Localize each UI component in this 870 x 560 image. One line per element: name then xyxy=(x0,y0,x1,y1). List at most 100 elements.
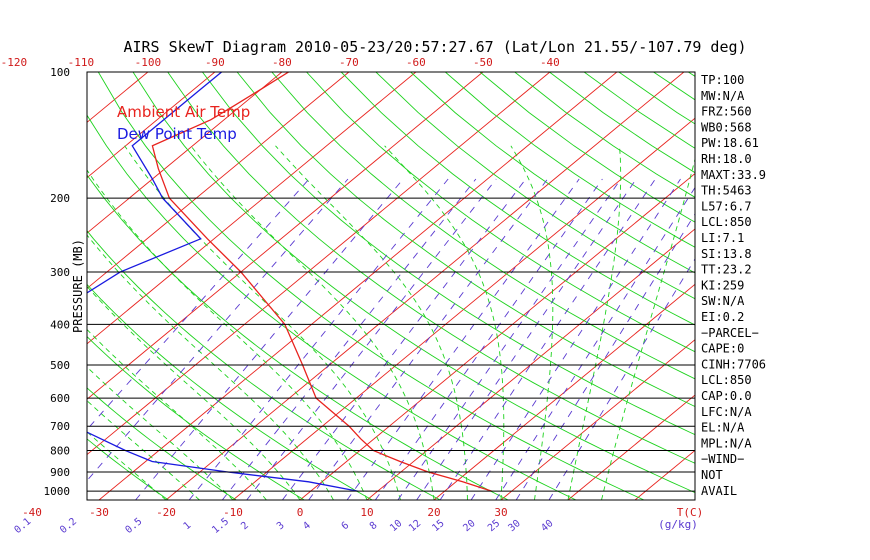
bottom-temp-tick-label: 20 xyxy=(427,506,440,519)
mixing-ratio-label: 25 xyxy=(486,518,502,534)
dry-adiabat-line xyxy=(653,72,695,101)
moist-adiabat-line xyxy=(601,157,695,500)
index-label: CAPE:0 xyxy=(701,342,744,356)
isotherm-line xyxy=(232,117,695,500)
index-label: L57:6.7 xyxy=(701,199,752,213)
index-label: TP:100 xyxy=(701,73,744,87)
mixing-ratio-label: 0.5 xyxy=(124,516,145,536)
mixing-ratio-line xyxy=(439,178,656,500)
pressure-tick-label: 1000 xyxy=(44,485,71,498)
dry-adiabat-line xyxy=(87,438,169,500)
moist-adiabat-line xyxy=(87,285,301,500)
index-label: RH:18.0 xyxy=(701,152,752,166)
dry-adiabat-line xyxy=(87,335,305,500)
mixing-ratio-line xyxy=(87,178,310,431)
isotherm-line xyxy=(87,72,484,400)
top-temp-tick-label: -90 xyxy=(205,56,225,69)
mixing-ratio-label: 12 xyxy=(407,518,423,534)
index-label: AVAIL xyxy=(701,484,737,498)
y-axis-label: PRESSURE (MB) xyxy=(71,239,85,333)
dewpoint-temp-line xyxy=(87,72,358,492)
mixing-ratio-line xyxy=(470,178,681,500)
bottom-temp-tick-label: 10 xyxy=(360,506,373,519)
index-label: EL:N/A xyxy=(701,421,745,435)
bottom-temp-tick-label: -40 xyxy=(22,506,42,519)
pressure-tick-label: 600 xyxy=(50,392,70,405)
pressure-tick-label: 500 xyxy=(50,359,70,372)
mixing-ratio-label: 20 xyxy=(461,518,477,534)
mixing-ratio-line xyxy=(397,178,622,500)
isotherm-line xyxy=(87,72,216,179)
isotherm-line xyxy=(98,72,618,500)
isotherm-line xyxy=(0,72,14,500)
mixing-ratio-line xyxy=(135,178,404,500)
dry-adiabat-line xyxy=(132,72,695,494)
mixing-ratio-line xyxy=(282,178,527,500)
dry-adiabat-line xyxy=(445,72,695,248)
dry-adiabat-line xyxy=(792,72,870,500)
index-label: KI:259 xyxy=(701,278,744,292)
pressure-tick-label: 200 xyxy=(50,192,70,205)
pressure-tick-label: 100 xyxy=(50,66,70,79)
isotherm-line xyxy=(0,72,81,500)
isotherm-line xyxy=(567,394,695,500)
index-label: TH:5463 xyxy=(701,184,752,198)
mixing-ratio-line xyxy=(416,178,637,500)
index-label: CINH:7706 xyxy=(701,357,766,371)
top-temp-tick-label: -70 xyxy=(339,56,359,69)
dry-adiabat-line xyxy=(202,72,695,436)
moist-adiabat-line xyxy=(510,145,554,500)
mixing-ratio-label: 1 xyxy=(182,520,194,532)
dry-adiabat-line xyxy=(236,72,695,407)
mixing-ratio-line xyxy=(246,178,497,500)
dry-adiabat-line xyxy=(97,72,645,500)
mixing-ratio-line xyxy=(87,178,349,482)
bottom-temp-tick-label: -10 xyxy=(223,506,243,519)
index-label: LI:7.1 xyxy=(701,231,744,245)
dry-adiabat-line xyxy=(306,72,695,353)
index-label: NOT xyxy=(701,468,723,482)
top-temp-tick-label: -110 xyxy=(68,56,95,69)
isotherm-line xyxy=(165,72,685,500)
dry-adiabat-line xyxy=(375,72,695,300)
index-label: MAXT:33.9 xyxy=(701,168,766,182)
index-label: LFC:N/A xyxy=(701,405,752,419)
bottom-temp-tick-label: 30 xyxy=(494,506,507,519)
mixing-ratio-label: 0.2 xyxy=(58,516,79,536)
isotherm-line xyxy=(299,172,695,500)
legend-entry: Ambient Air Temp xyxy=(117,103,250,121)
bottom-temp-tick-label: -20 xyxy=(156,506,176,519)
isotherm-line xyxy=(366,228,695,500)
bottom-temp-tick-label: 0 xyxy=(297,506,304,519)
mixing-ratio-line xyxy=(221,178,477,500)
pressure-tick-label: 900 xyxy=(50,466,70,479)
top-temp-tick-label: -100 xyxy=(135,56,162,69)
mixing-ratio-line xyxy=(548,258,695,500)
index-label: WB0:568 xyxy=(701,120,752,134)
mixing-ratio-label: 30 xyxy=(506,518,522,534)
dry-adiabat-line xyxy=(167,72,695,464)
mixing-ratio-label: 8 xyxy=(368,520,380,532)
mixing-ratio-label: 3 xyxy=(275,520,287,532)
index-label: MPL:N/A xyxy=(701,436,752,450)
pressure-tick-label: 400 xyxy=(50,318,70,331)
index-label: SW:N/A xyxy=(701,294,745,308)
index-label: LCL:850 xyxy=(701,215,752,229)
isotherm-line xyxy=(500,339,695,500)
index-label: MW:N/A xyxy=(701,89,745,103)
dry-adiabat-line xyxy=(410,72,695,274)
isotherm-line xyxy=(87,72,350,290)
bottom-axis-unit: T(C) xyxy=(677,506,704,519)
index-label: −WIND− xyxy=(701,452,744,466)
moist-adiabat-line xyxy=(275,145,468,500)
index-label: EI:0.2 xyxy=(701,310,744,324)
pressure-tick-label: 800 xyxy=(50,445,70,458)
top-temp-tick-label: -50 xyxy=(473,56,493,69)
dry-adiabat-line xyxy=(87,387,237,500)
mixing-ratio-label: 40 xyxy=(539,518,555,534)
dry-adiabat-line xyxy=(87,230,441,500)
mixing-ratio-label: 6 xyxy=(340,520,352,532)
mixing-ratio-label: 4 xyxy=(301,520,313,532)
